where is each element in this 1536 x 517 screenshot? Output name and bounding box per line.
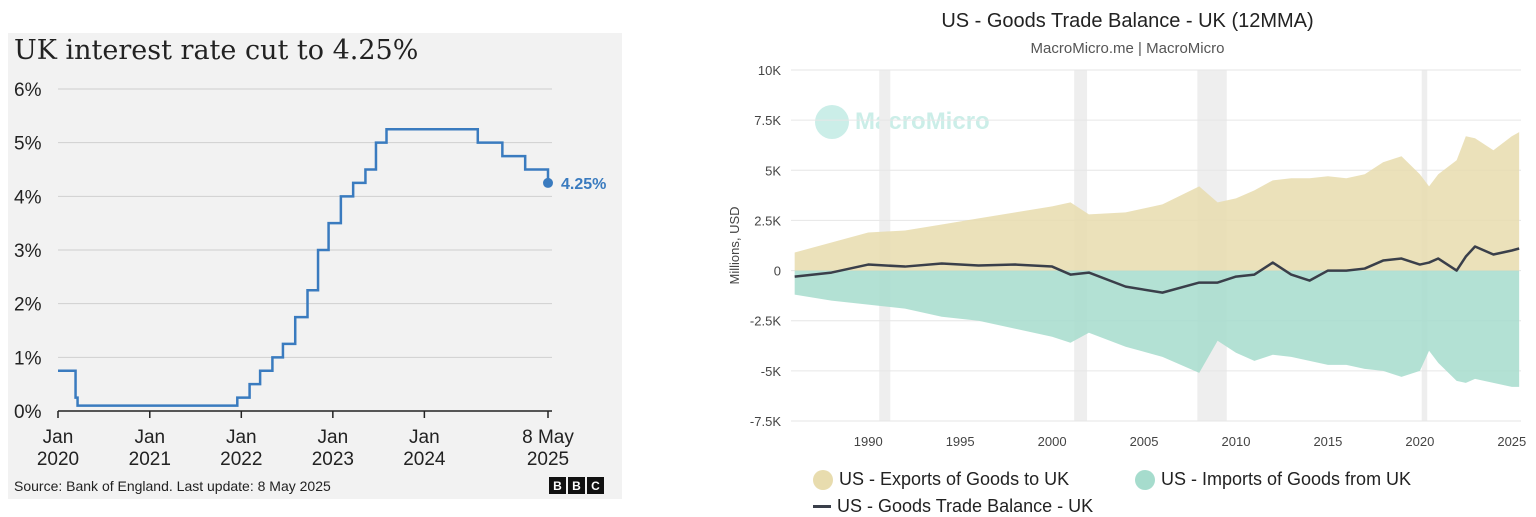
balance-line — [794, 245, 1520, 294]
left-chart-plot: 0%1%2%3%4%5%6%Jan2020Jan2021Jan2022Jan20… — [14, 80, 606, 470]
watermark-text: MacroMicro — [855, 108, 990, 135]
y-tick-label: 4% — [14, 187, 42, 208]
y-tick-label: 2% — [14, 295, 42, 316]
legend-item-exports[interactable]: US - Exports of Goods to UK — [813, 469, 1069, 490]
x-tick-label: 2020 — [1405, 434, 1434, 449]
x-tick-label: 2022 — [220, 449, 262, 470]
x-tick-label: 1995 — [946, 434, 975, 449]
macromicro-logo-icon — [815, 105, 849, 139]
x-tick-label: Jan — [318, 427, 349, 448]
legend-swatch-balance — [813, 505, 831, 508]
bbc-logo-letter: B — [549, 477, 566, 494]
x-tick-label: 2025 — [1497, 434, 1526, 449]
bbc-logo-letter: B — [568, 477, 585, 494]
y-tick-label: 1% — [14, 348, 42, 369]
y-tick-label: 0 — [774, 264, 781, 279]
left-chart-title: UK interest rate cut to 4.25% — [14, 35, 419, 66]
y-tick-label: -5K — [761, 364, 782, 379]
x-tick-label: 8 May — [522, 427, 574, 448]
x-tick-label: 2020 — [37, 449, 79, 470]
left-chart-panel: UK interest rate cut to 4.25% Source: Ba… — [8, 33, 622, 499]
x-tick-label: 1990 — [854, 434, 883, 449]
end-value-label: 4.25% — [561, 176, 606, 193]
y-tick-label: 2.5K — [754, 213, 781, 228]
end-point-marker — [543, 177, 553, 188]
x-tick-label: Jan — [43, 427, 74, 448]
legend-swatch-exports — [813, 469, 833, 490]
legend-label-exports: US - Exports of Goods to UK — [839, 469, 1070, 489]
legend-item-imports[interactable]: US - Imports of Goods from UK — [1135, 469, 1411, 490]
x-tick-label: 2024 — [403, 449, 446, 470]
rate-step-line — [58, 128, 550, 407]
legend-swatch-imports — [1135, 469, 1155, 490]
imports-area — [794, 270, 1520, 387]
x-tick-label: Jan — [226, 427, 257, 448]
bbc-logo-letter: C — [587, 477, 604, 494]
y-tick-label: 7.5K — [754, 113, 781, 128]
right-chart-title: US - Goods Trade Balance - UK (12MMA) — [941, 10, 1314, 32]
x-tick-label: 2025 — [527, 449, 569, 470]
y-tick-label: 0% — [14, 402, 42, 423]
exports-area — [794, 132, 1520, 271]
legend-label-imports: US - Imports of Goods from UK — [1161, 469, 1412, 489]
right-chart-subtitle: MacroMicro.me | MacroMicro — [1030, 40, 1225, 57]
x-tick-label: 2000 — [1038, 434, 1067, 449]
bbc-logo: B B C — [549, 477, 604, 494]
x-tick-label: 2005 — [1130, 434, 1159, 449]
y-tick-label: -2.5K — [750, 314, 781, 329]
y-tick-label: 3% — [14, 241, 42, 262]
x-tick-label: 2023 — [312, 449, 354, 470]
left-chart-source: Source: Bank of England. Last update: 8 … — [14, 478, 331, 494]
legend-label-balance: US - Goods Trade Balance - UK — [837, 496, 1094, 516]
y-tick-label: 5% — [14, 134, 42, 155]
y-tick-label: 5K — [765, 163, 781, 178]
legend-item-balance[interactable]: US - Goods Trade Balance - UK — [813, 496, 1093, 517]
y-axis-label: Millions, USD — [727, 206, 742, 284]
y-tick-label: 10K — [758, 63, 781, 78]
x-tick-label: Jan — [134, 427, 165, 448]
macromicro-watermark: MacroMicro — [815, 105, 990, 139]
x-tick-label: Jan — [409, 427, 440, 448]
y-tick-label: 6% — [14, 80, 42, 101]
right-chart-plot: -7.5K -5K -2.5K 0 2.5K 5K 7.5K 10K 1990 1995 2000 2… — [727, 63, 1526, 449]
y-tick-label: -7.5K — [750, 414, 781, 429]
x-tick-label: 2010 — [1222, 434, 1251, 449]
x-tick-label: 2015 — [1313, 434, 1342, 449]
x-tick-label: 2021 — [129, 449, 171, 470]
